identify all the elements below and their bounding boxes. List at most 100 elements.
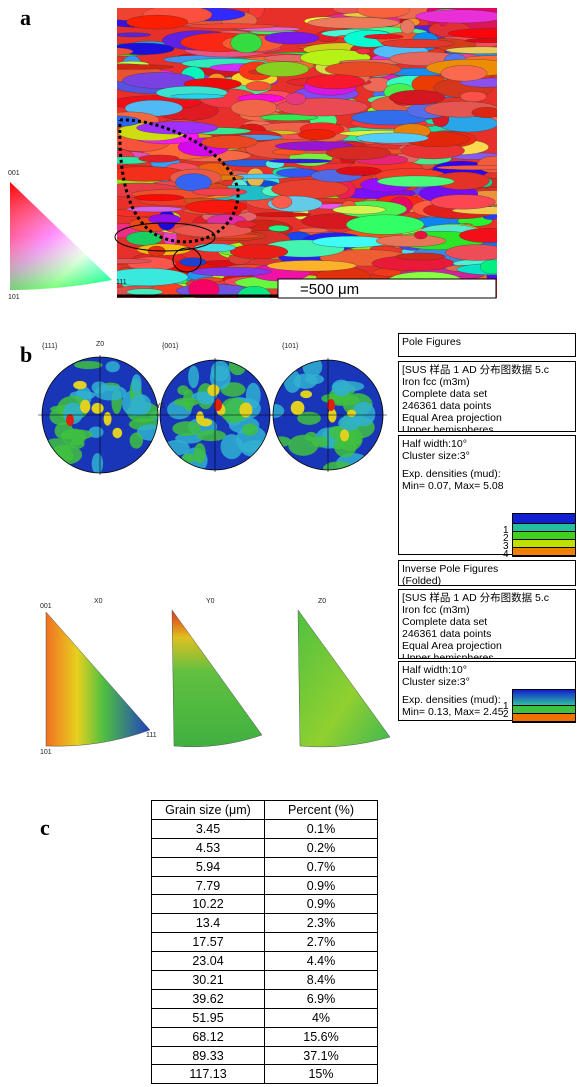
pf-blob xyxy=(207,384,219,396)
table-cell: 8.4% xyxy=(265,971,378,990)
pf-blob xyxy=(92,381,107,393)
table-cell: 17.57 xyxy=(152,933,265,952)
grain xyxy=(357,2,410,18)
grain xyxy=(441,65,487,81)
table-row: 89.3337.1% xyxy=(152,1046,378,1065)
info-line: Upper hemispheres xyxy=(402,652,572,659)
grain xyxy=(436,165,515,169)
pf-axis: Y0 xyxy=(156,403,165,410)
grain xyxy=(376,235,446,247)
info-line: 246361 data points xyxy=(402,400,572,412)
grain xyxy=(446,245,509,261)
ipf-corner: 111 xyxy=(116,279,127,286)
pf-blob xyxy=(70,439,85,449)
pf-blob xyxy=(172,421,201,436)
pf-blob xyxy=(332,380,351,397)
grain xyxy=(389,90,445,105)
panel-label: c xyxy=(40,815,50,840)
legend-band xyxy=(513,690,575,706)
table-cell: 0.1% xyxy=(265,819,378,838)
grain xyxy=(230,245,288,259)
header-cell: Percent (%) xyxy=(265,801,378,820)
info-line: Upper hemispheres xyxy=(402,424,572,432)
grain xyxy=(194,244,235,252)
pf-blob xyxy=(92,403,104,414)
grain xyxy=(126,206,182,212)
grain xyxy=(265,32,319,44)
grain xyxy=(269,225,290,231)
pf-blob xyxy=(272,436,291,446)
density-legend xyxy=(512,689,576,723)
pf-blob xyxy=(229,356,246,375)
pf-blob xyxy=(92,453,103,474)
grain xyxy=(356,48,370,54)
pf-blob xyxy=(242,423,258,435)
grain xyxy=(101,48,132,55)
table-cell: 89.33 xyxy=(152,1046,265,1065)
grain xyxy=(416,10,504,23)
grain xyxy=(400,20,414,34)
info-line: Cluster size:3° xyxy=(402,450,572,462)
grain xyxy=(201,136,257,149)
info-line: 246361 data points xyxy=(402,628,572,640)
pf-blob xyxy=(194,443,206,463)
ipf-axis: Y0 xyxy=(206,598,215,605)
grain xyxy=(480,260,505,274)
scale-label: =500 μm xyxy=(300,281,359,298)
grain xyxy=(465,38,509,43)
pf-blob xyxy=(291,401,305,415)
table-cell: 0.2% xyxy=(265,838,378,857)
grain xyxy=(472,107,501,118)
table-cell: 13.4 xyxy=(152,914,265,933)
grain-table: Grain size (μm)Percent (%)3.450.1%4.530.… xyxy=(151,800,378,1084)
pf-blob xyxy=(73,381,86,389)
table-cell: 0.7% xyxy=(265,857,378,876)
ipf-corner: 111 xyxy=(146,732,157,739)
grain xyxy=(298,129,335,140)
table-cell: 30.21 xyxy=(152,971,265,990)
grain xyxy=(99,259,152,264)
info-box: Inverse Pole Figures(Folded) xyxy=(398,560,576,586)
pf-blob xyxy=(188,366,199,388)
legend-band xyxy=(513,540,575,548)
table-cell: 2.3% xyxy=(265,914,378,933)
table-row: 39.626.9% xyxy=(152,989,378,1008)
ipf-triangle xyxy=(46,612,150,746)
pf-blob xyxy=(221,434,243,459)
pf-blob xyxy=(80,400,90,414)
table-cell: 0.9% xyxy=(265,876,378,895)
table-cell: 5.94 xyxy=(152,857,265,876)
info-box: Pole Figures xyxy=(398,333,576,357)
legend-band xyxy=(513,706,575,714)
pf-blob xyxy=(197,430,226,441)
grain xyxy=(306,74,365,88)
pf-blob xyxy=(112,428,122,438)
info-line: Min= 0.07, Max= 5.08 xyxy=(402,480,572,492)
table-row: 23.044.4% xyxy=(152,952,378,971)
ipf-triangle xyxy=(172,610,262,747)
table-cell: 15% xyxy=(265,1065,378,1084)
grain xyxy=(179,258,206,267)
table-cell: 6.9% xyxy=(265,989,378,1008)
legend-band xyxy=(513,532,575,540)
info-line: Iron fcc (m3m) xyxy=(402,376,572,388)
info-line: Half width:10° xyxy=(402,438,572,450)
ipf-key xyxy=(10,182,112,290)
ipf-corner: 101 xyxy=(40,749,52,756)
table-cell: 51.95 xyxy=(152,1008,265,1027)
pf-blob xyxy=(131,374,141,394)
grain xyxy=(414,231,427,239)
info-line: Inverse Pole Figures xyxy=(402,563,572,575)
grain xyxy=(134,194,184,200)
pf-blob xyxy=(106,361,120,372)
grain xyxy=(448,29,529,39)
pf-blob xyxy=(74,361,103,369)
table-cell: 10.22 xyxy=(152,895,265,914)
info-box: [SUS 样品 1 AD 分布图数据 5.cIron fcc (m3m)Comp… xyxy=(398,589,576,659)
table-row: 10.220.9% xyxy=(152,895,378,914)
pf-blob xyxy=(104,412,112,426)
grain xyxy=(325,62,401,77)
grain xyxy=(136,122,217,135)
